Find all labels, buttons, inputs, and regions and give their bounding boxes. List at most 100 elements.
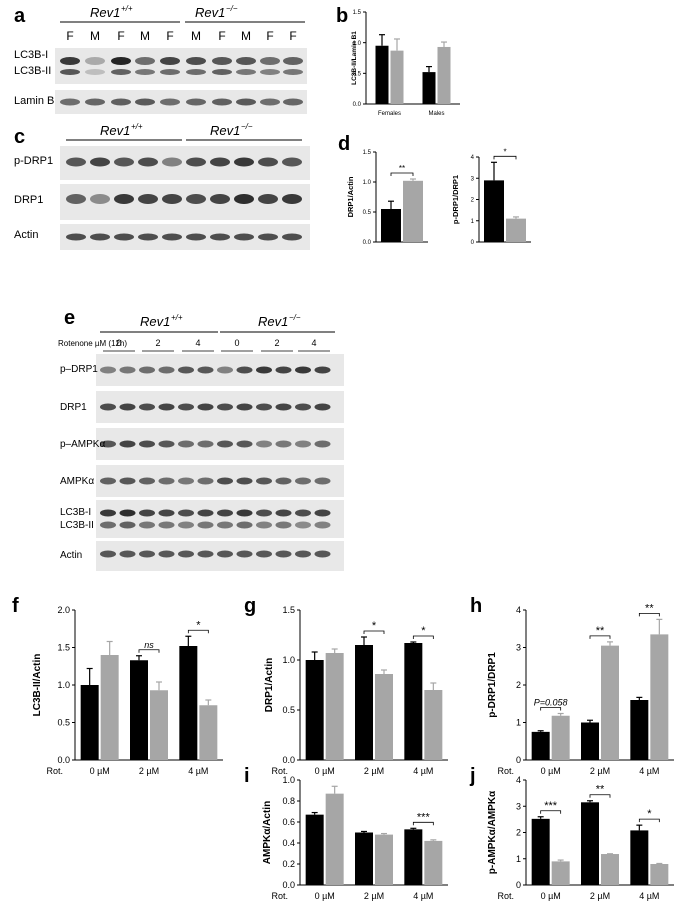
drp1-band <box>186 194 206 204</box>
lamin-b1-band <box>260 98 280 106</box>
bar <box>650 864 669 885</box>
significance-label: ** <box>596 784 605 796</box>
y-axis-label: p-DRP1/DRP1 <box>451 175 460 224</box>
lc3b-i-band <box>160 57 180 65</box>
ampk-band <box>217 477 233 485</box>
actin-band <box>139 550 155 558</box>
lc3b-i-band <box>119 509 136 517</box>
drp1-band <box>234 194 254 204</box>
panel-label-g: g <box>244 595 256 617</box>
blot-e-row-label: p–DRP1 <box>60 364 98 375</box>
y-tick-label: 0.5 <box>282 705 295 715</box>
p-ampk-band <box>158 440 175 448</box>
actin-band <box>256 550 272 558</box>
lc3b-ii-band <box>236 521 253 529</box>
actin-band <box>258 233 278 241</box>
lc3b-ii-band <box>236 69 256 75</box>
drp1-band <box>197 403 214 411</box>
bar <box>581 802 599 885</box>
panel-label-j: j <box>469 765 476 787</box>
y-tick-label: 0.4 <box>282 838 295 848</box>
panel-label-i: i <box>244 765 250 787</box>
bar <box>650 634 669 760</box>
drp1-band <box>100 403 116 411</box>
lamin-b1-band <box>160 98 180 106</box>
p-drp1-band <box>186 157 206 167</box>
blot-c-row-label: DRP1 <box>14 194 43 206</box>
actin-band <box>295 550 311 558</box>
panel-label-a: a <box>14 5 26 27</box>
lane-label: F <box>66 29 73 43</box>
bar <box>355 832 373 885</box>
significance-label: P=0.058 <box>534 698 568 708</box>
p-drp1-band <box>275 366 292 374</box>
y-tick-label: 4 <box>471 155 475 161</box>
ampk-band <box>119 477 136 485</box>
significance-label: * <box>647 808 652 820</box>
x-tick-label: 0 µM <box>315 766 335 776</box>
p-drp1-band <box>158 366 175 374</box>
p-drp1-band <box>197 366 214 374</box>
y-tick-label: 1 <box>471 219 475 225</box>
lc3b-i-band <box>256 509 272 517</box>
p-drp1-band <box>119 366 136 374</box>
significance-label: * <box>372 620 377 632</box>
significance-label: ** <box>399 164 405 173</box>
bar <box>601 645 619 760</box>
p-ampk-band <box>178 440 194 448</box>
blot-a-lc3-membrane <box>55 48 307 84</box>
x-tick-label: 4 µM <box>413 766 433 776</box>
p-drp1-band <box>210 157 230 167</box>
actin-band <box>186 233 206 241</box>
x-axis-label: Rot. <box>271 891 288 901</box>
x-tick-label: 2 µM <box>139 766 159 776</box>
y-tick-label: 1 <box>516 854 521 864</box>
drp1-band <box>119 403 136 411</box>
p-drp1-band <box>178 366 194 374</box>
x-tick-label: 0 µM <box>90 766 110 776</box>
x-tick-label: 4 µM <box>639 891 659 901</box>
drp1-band <box>178 403 194 411</box>
p-drp1-band <box>90 157 110 167</box>
genotype-ko-sup: −/− <box>241 122 253 131</box>
lc3b-ii-band <box>275 521 292 529</box>
genotype-ko-label: Rev1 <box>195 5 225 20</box>
y-axis-label: p-AMPKα/AMPKα <box>487 790 498 874</box>
y-tick-label: 1.5 <box>57 643 70 653</box>
p-ampk-band <box>139 440 155 448</box>
p-drp1-band <box>66 157 86 167</box>
drp1-band <box>258 194 278 204</box>
significance-label: *** <box>544 800 558 812</box>
panel-label-f: f <box>12 595 19 617</box>
p-ampk-band <box>217 440 233 448</box>
significance-bracket <box>589 794 611 798</box>
bar <box>424 690 443 760</box>
y-tick-label: 1.5 <box>353 10 362 16</box>
drp1-band <box>158 403 175 411</box>
significance-label: * <box>421 625 426 637</box>
actin-band <box>119 550 136 558</box>
p-drp1-band <box>139 366 155 374</box>
y-axis-label: AMPKα/Actin <box>262 801 273 864</box>
bar <box>630 700 649 760</box>
lc3b-ii-band <box>186 69 206 75</box>
lc3b-i-band <box>212 57 232 65</box>
lc3b-i-band <box>178 509 194 517</box>
significance-label: * <box>503 147 506 156</box>
p-drp1-band <box>258 157 278 167</box>
y-tick-label: 0.8 <box>282 796 295 806</box>
lamin-b1-band <box>85 98 105 106</box>
bar <box>100 655 119 760</box>
drp1-band <box>139 403 155 411</box>
lane-label: F <box>166 29 173 43</box>
p-drp1-band <box>236 366 253 374</box>
bar <box>325 653 344 760</box>
lc3b-ii-band <box>60 69 80 75</box>
significance-bracket <box>589 635 611 639</box>
actin-band <box>217 550 233 558</box>
actin-band <box>90 233 110 241</box>
y-axis-label: DRP1/Actin <box>346 176 355 217</box>
p-ampk-band <box>295 440 311 448</box>
drp1-band <box>275 403 292 411</box>
